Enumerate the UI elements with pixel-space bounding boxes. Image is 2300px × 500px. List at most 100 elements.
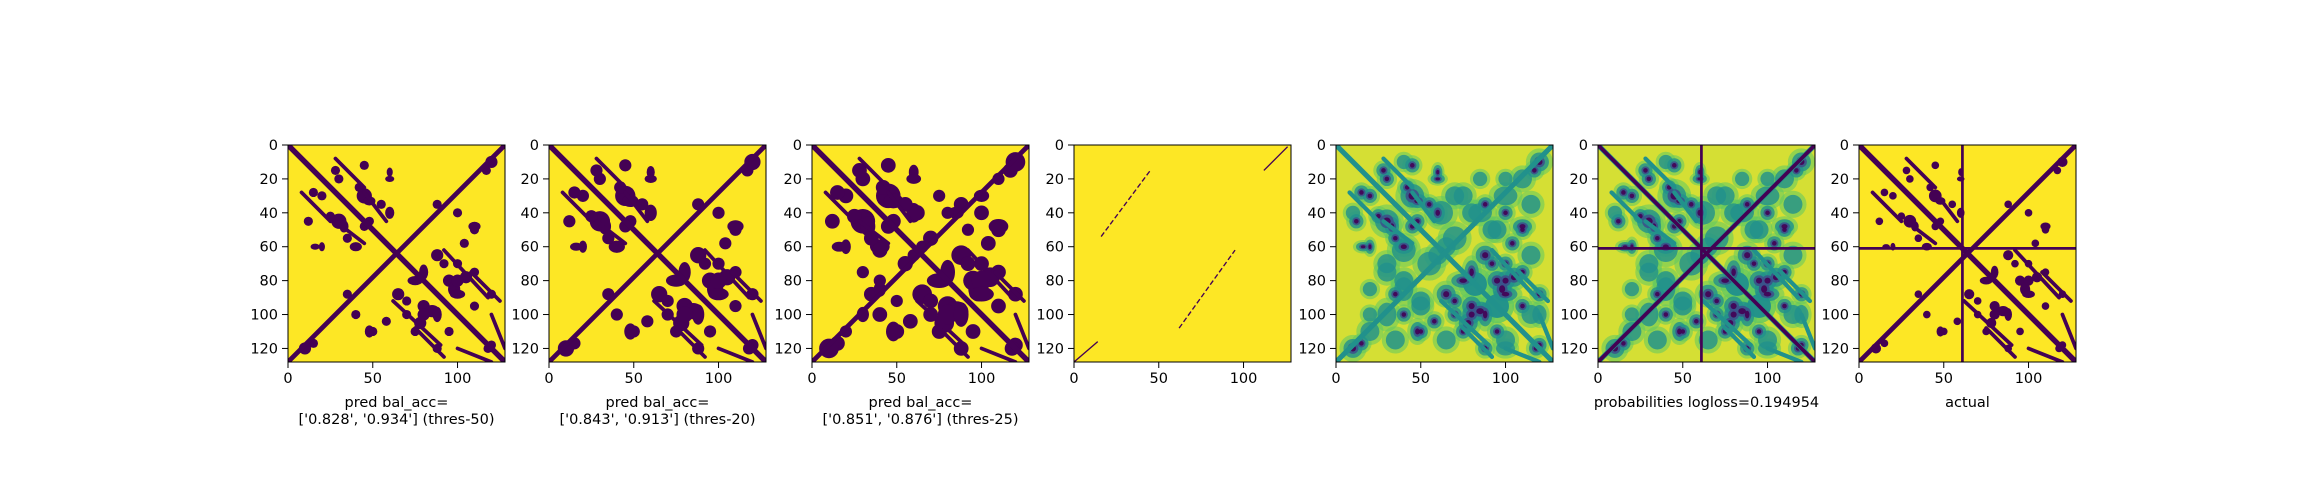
x-tick-label: 0 [1331, 371, 1340, 387]
y-tick-label: 20 [521, 172, 539, 188]
x-tick-label: 100 [1492, 371, 1520, 387]
axes-frame [548, 144, 767, 363]
x-tick-label: 100 [2015, 371, 2043, 387]
axes-frame [1335, 144, 1554, 363]
x-tick-label: 50 [364, 371, 382, 387]
y-tick-label: 0 [793, 138, 802, 154]
heatmap-image [1074, 145, 1291, 362]
x-axis-label: ['0.828', '0.934'] (thres-50) [298, 412, 494, 428]
x-tick-label: 0 [283, 371, 292, 387]
y-tick-label: 60 [1046, 240, 1064, 256]
x-tick-label: 50 [1935, 371, 1953, 387]
y-tick-label: 60 [1831, 240, 1849, 256]
y-tick-label: 60 [1570, 240, 1588, 256]
y-tick-label: 100 [1821, 308, 1849, 324]
x-tick-label: 0 [1593, 371, 1602, 387]
y-tick-label: 80 [1046, 274, 1064, 290]
axes-frame [1073, 144, 1292, 363]
heatmap-panel-4: 0 50 100 0 20 40 60 80 100 120 [1036, 138, 1292, 387]
x-axis-label: probabilities logloss=0.194954 [1594, 395, 1819, 411]
x-axis-label: pred bal_acc= [345, 395, 449, 411]
heatmap-panel-1: 0 50 100 0 20 40 60 80 100 120 pred bal_acc=['0.82… [250, 138, 506, 428]
y-tick-label: 60 [784, 240, 802, 256]
x-tick-label: 0 [807, 371, 816, 387]
y-tick-label: 20 [1831, 172, 1849, 188]
y-tick-label: 80 [1831, 274, 1849, 290]
x-tick-label: 100 [705, 371, 733, 387]
x-axis-label: ['0.851', '0.876'] (thres-25) [822, 412, 1018, 428]
x-tick-label: 50 [1674, 371, 1692, 387]
heatmap-image [1336, 145, 1553, 362]
x-axis-label: actual [1945, 395, 1990, 411]
y-tick-label: 120 [511, 341, 539, 357]
y-tick-label: 60 [260, 240, 278, 256]
y-tick-label: 100 [1560, 308, 1588, 324]
y-tick-label: 0 [1579, 138, 1588, 154]
y-tick-label: 40 [521, 206, 539, 222]
y-tick-label: 20 [1570, 172, 1588, 188]
x-axis-label: pred bal_acc= [869, 395, 973, 411]
heatmap-image [1859, 145, 2076, 362]
axes-frame [811, 144, 1030, 363]
y-tick-label: 40 [1308, 206, 1326, 222]
axes-frame [1597, 144, 1816, 363]
x-tick-label: 50 [888, 371, 906, 387]
y-tick-label: 100 [1036, 308, 1064, 324]
y-tick-label: 100 [511, 308, 539, 324]
heatmap-image [288, 145, 505, 362]
y-tick-label: 0 [1840, 138, 1849, 154]
y-tick-label: 0 [1055, 138, 1064, 154]
y-tick-label: 100 [250, 308, 278, 324]
y-tick-label: 20 [1308, 172, 1326, 188]
y-tick-label: 40 [1570, 206, 1588, 222]
x-tick-label: 0 [544, 371, 553, 387]
y-tick-label: 120 [1036, 341, 1064, 357]
y-tick-label: 120 [774, 341, 802, 357]
y-tick-label: 0 [269, 138, 278, 154]
heatmap-image [549, 145, 766, 362]
y-tick-label: 100 [774, 308, 802, 324]
x-tick-label: 0 [1854, 371, 1863, 387]
y-tick-label: 100 [1298, 308, 1326, 324]
y-tick-label: 80 [1308, 274, 1326, 290]
y-tick-label: 0 [1317, 138, 1326, 154]
y-tick-label: 40 [784, 206, 802, 222]
axes-frame [1858, 144, 2077, 363]
y-tick-label: 80 [521, 274, 539, 290]
x-tick-label: 50 [1412, 371, 1430, 387]
y-tick-label: 120 [250, 341, 278, 357]
y-tick-label: 40 [260, 206, 278, 222]
x-tick-label: 100 [968, 371, 996, 387]
heatmap-panel-7: 0 50 100 0 20 40 60 80 100 120 actual [1821, 138, 2077, 411]
x-axis-label: ['0.843', '0.913'] (thres-20) [559, 412, 755, 428]
x-tick-label: 100 [1230, 371, 1258, 387]
y-tick-label: 40 [1831, 206, 1849, 222]
x-tick-label: 100 [1754, 371, 1782, 387]
y-tick-label: 120 [1821, 341, 1849, 357]
y-tick-label: 60 [521, 240, 539, 256]
heatmap-image [812, 145, 1029, 362]
heatmap-panel-5: 0 50 100 0 20 40 60 80 100 120 [1298, 138, 1554, 387]
y-tick-label: 120 [1560, 341, 1588, 357]
x-tick-label: 50 [625, 371, 643, 387]
y-tick-label: 60 [1308, 240, 1326, 256]
y-tick-label: 80 [260, 274, 278, 290]
y-tick-label: 80 [784, 274, 802, 290]
x-axis-label: pred bal_acc= [606, 395, 710, 411]
x-tick-label: 100 [444, 371, 472, 387]
heatmap-panel-3: 0 50 100 0 20 40 60 80 100 120 pred bal_acc=['0.85… [774, 138, 1030, 428]
y-tick-label: 20 [784, 172, 802, 188]
y-tick-label: 0 [530, 138, 539, 154]
heatmap-panel-6: 0 50 100 0 20 40 60 80 100 120 probabilities loglo… [1560, 138, 1819, 411]
y-tick-label: 20 [1046, 172, 1064, 188]
heatmap-image [1598, 145, 1815, 362]
y-tick-label: 40 [1046, 206, 1064, 222]
y-tick-label: 20 [260, 172, 278, 188]
axes-frame [287, 144, 506, 363]
heatmap-panel-2: 0 50 100 0 20 40 60 80 100 120 pred bal_acc=['0.84… [511, 138, 767, 428]
y-tick-label: 80 [1570, 274, 1588, 290]
x-tick-label: 0 [1069, 371, 1078, 387]
y-tick-label: 120 [1298, 341, 1326, 357]
x-tick-label: 50 [1150, 371, 1168, 387]
